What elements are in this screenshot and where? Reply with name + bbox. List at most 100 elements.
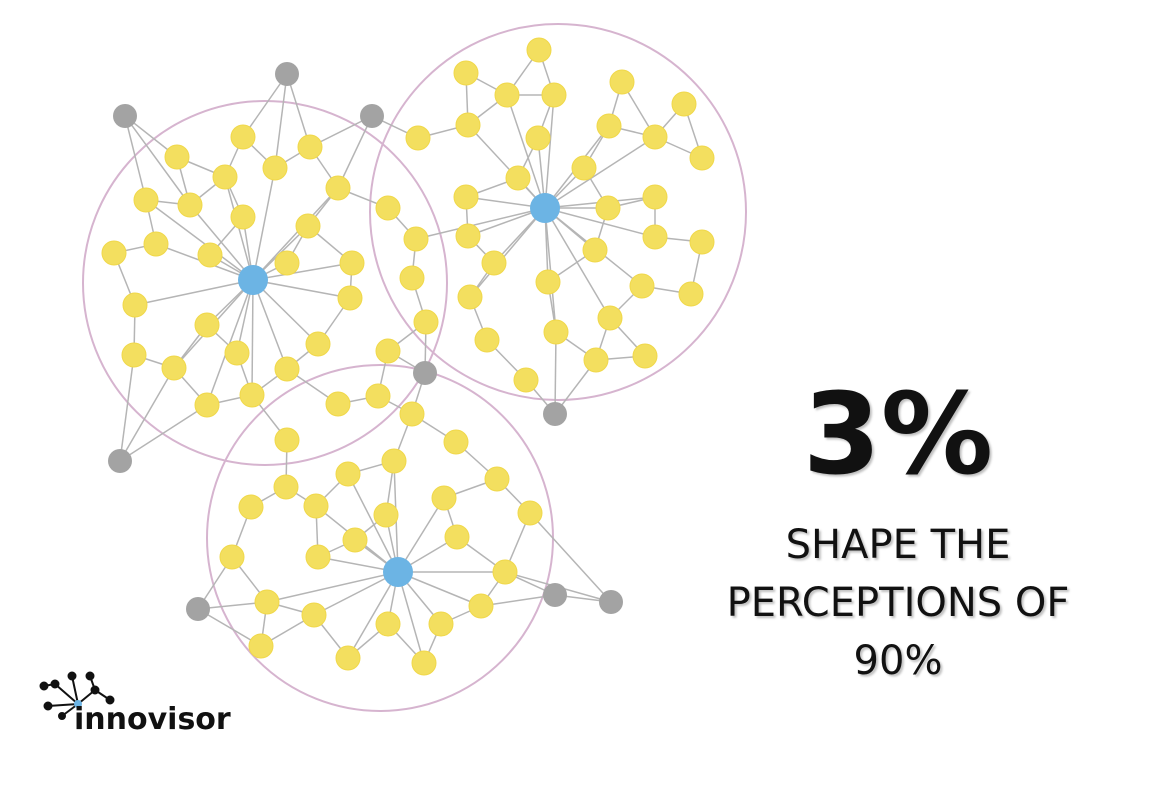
network-node (671, 91, 697, 117)
logo-text: innovisor (74, 702, 231, 737)
caption-line: 90% (854, 638, 943, 684)
outside-node (543, 402, 567, 426)
network-edge (124, 115, 191, 206)
network-node (443, 429, 469, 455)
headline: 3% (803, 370, 993, 500)
network-node (342, 527, 368, 553)
network-node (339, 250, 365, 276)
network-node (301, 602, 327, 628)
network-node (375, 195, 401, 221)
network-illustration (82, 23, 747, 712)
logo-icon (39, 671, 115, 720)
network-node (632, 343, 658, 369)
network-edge (134, 279, 254, 306)
network-edge (252, 187, 339, 281)
outside-node (599, 590, 623, 614)
network-node (194, 312, 220, 338)
network-edge (252, 279, 351, 299)
network-edge (347, 571, 399, 659)
network-node (337, 285, 363, 311)
caption-line: PERCEPTIONS OF (727, 580, 1070, 626)
network-node (457, 284, 483, 310)
network-edge (544, 94, 555, 209)
network-node (403, 226, 429, 252)
network-node (295, 213, 321, 239)
network-edge (544, 207, 656, 238)
network-node (303, 493, 329, 519)
network-node (642, 184, 668, 210)
network-node (535, 269, 561, 295)
network-node (513, 367, 539, 393)
network-node (101, 240, 127, 266)
network-node (583, 347, 609, 373)
network-node (484, 466, 510, 492)
network-node (399, 265, 425, 291)
outside-node (275, 62, 299, 86)
network-node (161, 355, 187, 381)
network-edge (242, 73, 288, 138)
network-node (238, 494, 264, 520)
network-edge (252, 167, 276, 281)
network-node (219, 544, 245, 570)
network-node (133, 187, 159, 213)
outside-node (113, 104, 137, 128)
network-node (455, 112, 481, 138)
network-node (375, 338, 401, 364)
network-node (254, 589, 280, 615)
network-edge (544, 136, 656, 209)
network-node (305, 544, 331, 570)
influencer-node (238, 265, 268, 295)
network-node (373, 502, 399, 528)
network-node (177, 192, 203, 218)
network-node (453, 184, 479, 210)
network-node (541, 82, 567, 108)
network-node (689, 229, 715, 255)
network-edge (415, 207, 546, 240)
network-node (492, 559, 518, 585)
network-edge (124, 115, 147, 201)
network-edge (544, 207, 611, 319)
network-node (689, 145, 715, 171)
network-edge (189, 204, 254, 281)
network-edge (266, 571, 399, 603)
network-node (121, 342, 147, 368)
community-ring (369, 23, 747, 401)
network-edge (119, 367, 175, 462)
network-node (543, 319, 569, 345)
network-edge (554, 331, 557, 415)
network-node (239, 382, 265, 408)
network-node (413, 309, 439, 335)
network-node (595, 195, 621, 221)
network-node (381, 448, 407, 474)
network-node (517, 500, 543, 526)
network-edge (347, 473, 399, 573)
network-node (375, 611, 401, 637)
network-node (444, 524, 470, 550)
outside-node (108, 449, 132, 473)
network-node (678, 281, 704, 307)
network-node (273, 474, 299, 500)
network-edge (469, 207, 546, 298)
network-node (474, 327, 500, 353)
network-node (609, 69, 635, 95)
network-node (335, 461, 361, 487)
network-edge (337, 115, 373, 189)
network-edge (119, 354, 135, 462)
caption-line: SHAPE THE (786, 522, 1011, 568)
outside-node (413, 361, 437, 385)
influencer-node (530, 193, 560, 223)
network-node (597, 305, 623, 331)
outside-node (360, 104, 384, 128)
network-node (230, 124, 256, 150)
network-node (335, 645, 361, 671)
network-node (428, 611, 454, 637)
network-edge (252, 279, 319, 345)
community-ring (82, 100, 448, 466)
network-edge (145, 199, 254, 281)
network-node (274, 427, 300, 453)
network-node (571, 155, 597, 181)
network-node (642, 124, 668, 150)
network-node (582, 237, 608, 263)
network-node (305, 331, 331, 357)
network-node (197, 242, 223, 268)
